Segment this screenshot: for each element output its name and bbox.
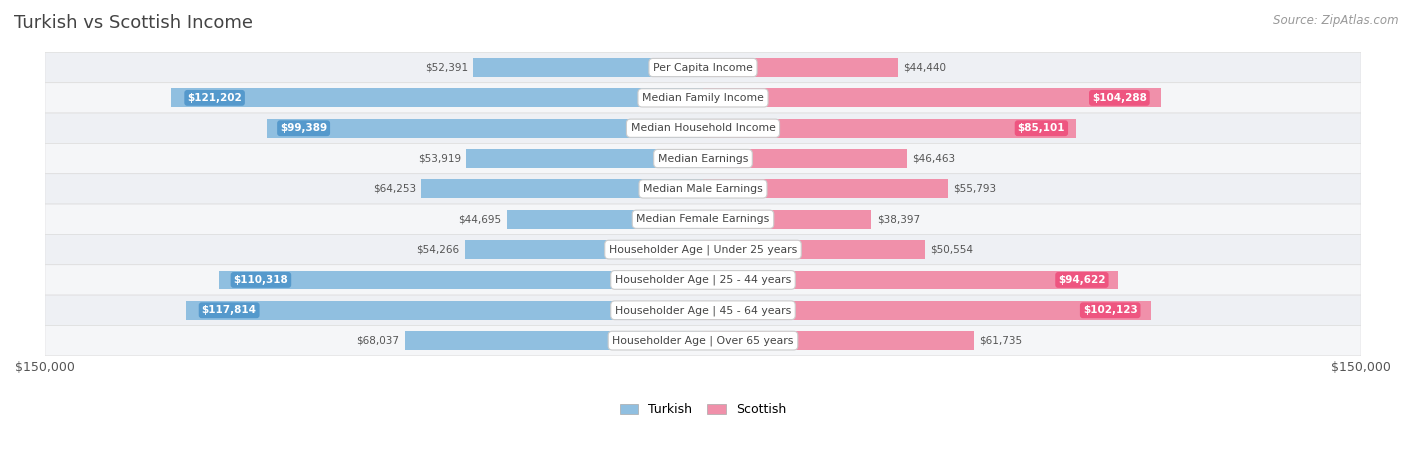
Bar <box>703 331 974 350</box>
FancyBboxPatch shape <box>45 325 1361 356</box>
Bar <box>267 119 703 138</box>
Text: $52,391: $52,391 <box>425 63 468 72</box>
Text: $44,695: $44,695 <box>458 214 502 224</box>
Bar <box>405 331 703 350</box>
FancyBboxPatch shape <box>45 174 1361 204</box>
Bar <box>703 149 907 168</box>
FancyBboxPatch shape <box>45 143 1361 174</box>
FancyBboxPatch shape <box>45 52 1361 83</box>
Text: Median Female Earnings: Median Female Earnings <box>637 214 769 224</box>
Text: $46,463: $46,463 <box>912 154 955 163</box>
Bar <box>508 210 703 229</box>
Text: $61,735: $61,735 <box>979 336 1022 346</box>
Bar <box>467 149 703 168</box>
FancyBboxPatch shape <box>45 83 1361 113</box>
Text: Median Family Income: Median Family Income <box>643 93 763 103</box>
Text: Turkish vs Scottish Income: Turkish vs Scottish Income <box>14 14 253 32</box>
Text: $121,202: $121,202 <box>187 93 242 103</box>
Text: $44,440: $44,440 <box>903 63 946 72</box>
Text: $38,397: $38,397 <box>877 214 920 224</box>
Text: Source: ZipAtlas.com: Source: ZipAtlas.com <box>1274 14 1399 27</box>
FancyBboxPatch shape <box>45 234 1361 265</box>
Bar <box>703 240 925 259</box>
Text: $53,919: $53,919 <box>418 154 461 163</box>
Bar <box>703 88 1160 107</box>
Text: Per Capita Income: Per Capita Income <box>652 63 754 72</box>
FancyBboxPatch shape <box>45 265 1361 295</box>
Text: $94,622: $94,622 <box>1059 275 1105 285</box>
Text: $104,288: $104,288 <box>1092 93 1147 103</box>
Text: $85,101: $85,101 <box>1018 123 1066 133</box>
Bar <box>474 58 703 77</box>
Text: $55,793: $55,793 <box>953 184 997 194</box>
Text: Median Male Earnings: Median Male Earnings <box>643 184 763 194</box>
Text: $110,318: $110,318 <box>233 275 288 285</box>
Bar <box>172 88 703 107</box>
Bar <box>186 301 703 320</box>
FancyBboxPatch shape <box>45 295 1361 325</box>
Bar <box>465 240 703 259</box>
Text: Median Earnings: Median Earnings <box>658 154 748 163</box>
Text: Median Household Income: Median Household Income <box>630 123 776 133</box>
Text: $68,037: $68,037 <box>356 336 399 346</box>
Text: $54,266: $54,266 <box>416 245 460 255</box>
Text: $102,123: $102,123 <box>1083 305 1137 315</box>
Text: $99,389: $99,389 <box>280 123 328 133</box>
Text: $64,253: $64,253 <box>373 184 416 194</box>
Bar <box>703 119 1077 138</box>
FancyBboxPatch shape <box>45 204 1361 234</box>
Bar <box>703 58 898 77</box>
Bar <box>703 270 1118 290</box>
FancyBboxPatch shape <box>45 113 1361 143</box>
Legend: Turkish, Scottish: Turkish, Scottish <box>620 403 786 416</box>
Text: $50,554: $50,554 <box>929 245 973 255</box>
Text: Householder Age | Over 65 years: Householder Age | Over 65 years <box>612 335 794 346</box>
Bar <box>219 270 703 290</box>
Text: Householder Age | 25 - 44 years: Householder Age | 25 - 44 years <box>614 275 792 285</box>
Bar <box>422 179 703 198</box>
Bar <box>703 301 1152 320</box>
Text: Householder Age | 45 - 64 years: Householder Age | 45 - 64 years <box>614 305 792 316</box>
Bar <box>703 210 872 229</box>
Text: Householder Age | Under 25 years: Householder Age | Under 25 years <box>609 244 797 255</box>
Bar <box>703 179 948 198</box>
Text: $117,814: $117,814 <box>201 305 257 315</box>
